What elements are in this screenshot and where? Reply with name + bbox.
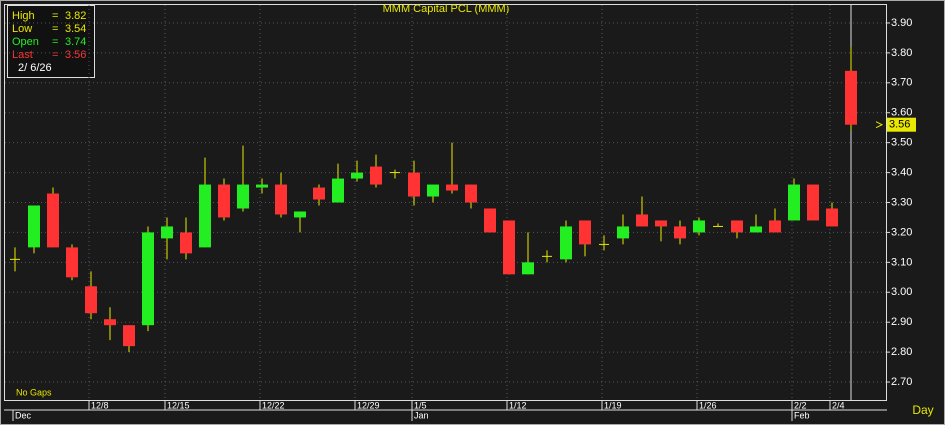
candle-body [142, 232, 154, 326]
candle-body [408, 172, 420, 197]
chart-title: MMM Capital PCL (MMM) [383, 3, 510, 15]
x-tick-label: 2/4 [832, 400, 845, 410]
candle-body [370, 166, 382, 185]
x-tick-label: 12/15 [167, 400, 190, 410]
candle-body [28, 205, 40, 248]
candle-body [807, 184, 819, 221]
candle-body [503, 220, 515, 275]
candle-body [674, 226, 686, 239]
info-label: High [12, 10, 35, 22]
candle-body [47, 193, 59, 248]
x-tick-label: 12/29 [357, 400, 380, 410]
y-tick-label: 3.70 [891, 77, 912, 89]
candle-body [256, 184, 268, 188]
y-tick-label: 3.20 [891, 226, 912, 238]
candle-body [218, 184, 230, 218]
x-tick-label: 12/22 [262, 400, 285, 410]
candle-body [845, 70, 857, 125]
month-label: Feb [794, 410, 810, 420]
note: No Gaps [16, 387, 52, 397]
candle-body [85, 286, 97, 314]
last-marker-label: 3.56 [889, 119, 910, 131]
candle-body [332, 178, 344, 203]
y-tick-label: 3.10 [891, 256, 912, 268]
candle-body [104, 319, 116, 326]
x-tick-label: 2/2 [794, 400, 807, 410]
candle-body [313, 187, 325, 200]
y-tick-label: 2.80 [891, 346, 912, 358]
period: Day [912, 403, 933, 417]
candle-body [560, 226, 572, 260]
info-eq: = [52, 23, 58, 35]
y-tick-label: 3.40 [891, 166, 912, 178]
candle-body [427, 184, 439, 197]
y-tick-label: 3.30 [891, 196, 912, 208]
candle-body [636, 214, 648, 227]
y-tick-label: 2.90 [891, 316, 912, 328]
candle-body [826, 208, 838, 227]
candle-body [161, 226, 173, 239]
candle-body [275, 184, 287, 215]
candle-body [199, 184, 211, 248]
candle-body [579, 220, 591, 245]
candle-body [465, 184, 477, 203]
last-marker [887, 117, 916, 132]
candle-body [351, 172, 363, 179]
candle-body [522, 262, 534, 275]
info-value: 3.74 [65, 36, 86, 48]
candle-body [731, 220, 743, 233]
info-value: 3.56 [65, 49, 86, 61]
x-tick-label: 1/26 [699, 400, 717, 410]
info-value: 3.82 [65, 10, 86, 22]
month-label: Dec [15, 410, 32, 420]
info-eq: = [52, 49, 58, 61]
info-label: Open [12, 36, 39, 48]
candle-body [66, 247, 78, 278]
candle-body [769, 220, 781, 233]
info-date: 2/ 6/26 [18, 62, 52, 74]
x-tick-label: 1/12 [509, 400, 527, 410]
info-eq: = [52, 10, 58, 22]
candle-body [294, 211, 306, 218]
candle-body [655, 220, 667, 227]
info-value: 3.54 [65, 23, 86, 35]
y-tick-label: 3.60 [891, 107, 912, 119]
candle-body [180, 232, 192, 254]
candle-body [750, 226, 762, 233]
candle-body [788, 184, 800, 221]
y-tick-label: 2.70 [891, 376, 912, 388]
last-marker-arrow [875, 121, 884, 129]
candle-body [237, 184, 249, 209]
candle-body [446, 184, 458, 191]
info-label: Last [12, 49, 33, 61]
y-tick-label: 3.90 [891, 17, 912, 29]
x-tick-label: 1/5 [414, 400, 427, 410]
info-label: Low [12, 23, 32, 35]
info-eq: = [52, 36, 58, 48]
candle-body [123, 325, 135, 347]
candle-body [617, 226, 629, 239]
y-tick-label: 3.50 [891, 137, 912, 149]
x-tick-label: 1/19 [604, 400, 622, 410]
candle-body [693, 220, 705, 233]
y-tick-label: 3.00 [891, 286, 912, 298]
x-tick-label: 12/8 [91, 400, 109, 410]
y-tick-label: 3.80 [891, 47, 912, 59]
candle-body [484, 208, 496, 233]
info-box [7, 5, 95, 78]
month-label: Jan [414, 410, 429, 420]
